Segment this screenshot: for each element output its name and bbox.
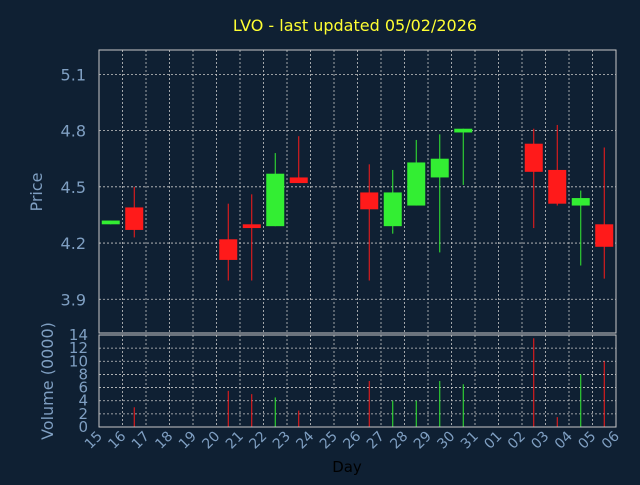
day-tick-label: 23 [270, 429, 294, 453]
volume-bars [133, 338, 605, 427]
volume-tick-label: 0 [78, 418, 88, 436]
day-tick-label: 19 [176, 429, 200, 453]
price-tick-label: 4.2 [61, 234, 86, 253]
candle-body [430, 158, 449, 178]
candle [242, 194, 261, 281]
volume-tick-label: 4 [78, 392, 88, 410]
day-tick-label: 02 [505, 429, 529, 453]
day-tick-label: 17 [129, 429, 153, 453]
day-tick-label: 18 [152, 429, 176, 453]
day-tick-label: 20 [199, 429, 223, 453]
volume-tick-label: 6 [78, 379, 88, 397]
candle [125, 186, 144, 238]
candle [289, 136, 308, 184]
price-axis-label: Price [27, 172, 46, 211]
candle [101, 220, 120, 225]
day-tick-label: 26 [340, 428, 364, 452]
candle [548, 124, 567, 206]
day-axis-ticks: 15 16 17 18 19 20 21 22 23 24 25 26 27 28 29 30 31 01 02 03… [82, 428, 623, 452]
volume-tick-label: 12 [69, 339, 88, 357]
day-tick-label: 22 [246, 429, 270, 453]
candle-body [548, 169, 567, 204]
volume-axis-label: Volume (0000) [38, 322, 57, 440]
candle [383, 169, 402, 234]
candle [454, 128, 473, 185]
candle-body [383, 192, 402, 227]
volume-tick-label: 10 [69, 352, 88, 370]
day-tick-label: 04 [552, 428, 576, 452]
candle-body [101, 220, 120, 225]
day-tick-label: 27 [364, 429, 388, 453]
candle-body [595, 224, 614, 247]
candle-body [407, 162, 426, 206]
candle-body [454, 128, 473, 133]
candle [571, 190, 590, 266]
day-tick-label: 05 [575, 429, 599, 453]
candle-body [524, 143, 543, 172]
day-tick-label: 16 [105, 428, 129, 452]
candle-body [219, 239, 238, 260]
price-plot-frame [98, 49, 617, 334]
candle [360, 164, 379, 281]
day-tick-label: 24 [293, 428, 317, 452]
candle [266, 153, 285, 227]
price-tick-label: 3.9 [61, 290, 86, 309]
candle [219, 203, 238, 281]
candle-body [571, 198, 590, 206]
candle-body [289, 177, 308, 184]
volume-tick-label: 2 [78, 405, 88, 423]
day-tick-label: 28 [387, 429, 411, 453]
price-tick-label: 5.1 [61, 65, 86, 84]
day-tick-label: 01 [481, 429, 505, 453]
day-tick-label: 21 [223, 429, 247, 453]
volume-tick-label: 8 [78, 365, 88, 383]
day-tick-label: 31 [458, 429, 482, 453]
day-tick-label: 25 [317, 429, 341, 453]
day-tick-label: 06 [599, 428, 623, 452]
price-axis-ticks: 3.9 4.2 4.5 4.8 5.1 [61, 65, 86, 309]
candle-body [125, 207, 144, 230]
price-tick-label: 4.5 [61, 178, 86, 197]
candle-body [360, 192, 379, 210]
chart-title: LVO - last updated 05/02/2026 [233, 16, 477, 35]
day-axis-label: Day [332, 458, 362, 476]
day-tick-label: 30 [434, 429, 458, 453]
candle [595, 147, 614, 279]
price-tick-label: 4.8 [61, 122, 86, 141]
day-tick-label: 29 [411, 429, 435, 453]
candle [430, 134, 449, 253]
candle-body [266, 173, 285, 227]
volume-tick-label: 14 [69, 326, 88, 344]
candle-body [242, 224, 261, 229]
candles [101, 124, 614, 281]
candle [407, 139, 426, 206]
day-grid [98, 50, 617, 427]
day-tick-label: 03 [528, 429, 552, 453]
candle [524, 128, 543, 229]
volume-plot-frame [98, 334, 617, 428]
